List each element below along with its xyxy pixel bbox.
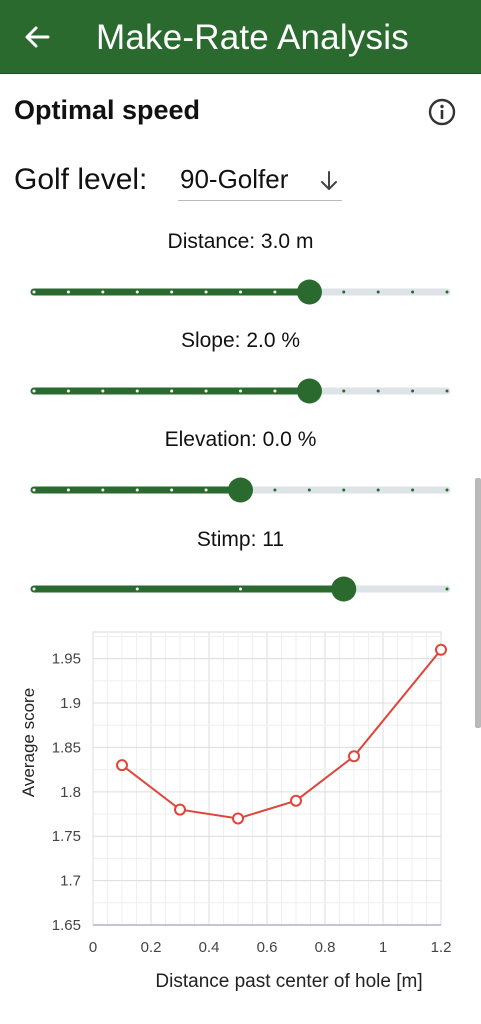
slider-tick [445, 488, 449, 492]
arrow-down-icon [321, 171, 337, 190]
x-tick-label: 0.6 [257, 939, 278, 956]
slider-tick [101, 290, 105, 294]
arrow-left-icon[interactable] [22, 22, 52, 52]
x-axis-label: Distance past center of hole [m] [155, 971, 422, 992]
slider-tick [445, 587, 449, 591]
distance-slider[interactable] [28, 277, 453, 307]
slider-tick [101, 389, 105, 393]
stimp-label: Stimp: 11 [196, 528, 285, 551]
slider-tick [376, 290, 380, 294]
slider-tick [445, 290, 449, 294]
slider-tick [135, 290, 139, 294]
slider-tick [411, 290, 415, 294]
elevation-label: Elevation: 0.0 % [164, 428, 317, 451]
slider-tick [204, 389, 208, 393]
x-tick-label: 1.2 [431, 939, 452, 956]
section-title: Optimal speed [14, 95, 201, 125]
slider-tick [135, 389, 139, 393]
slider-tick [342, 488, 346, 492]
slider-tick [170, 488, 174, 492]
x-tick-label: 0.8 [315, 939, 336, 956]
slider-tick [376, 488, 380, 492]
slider-tick [32, 290, 36, 294]
elevation-slider[interactable] [28, 475, 453, 505]
app-bar: Make-Rate Analysis [0, 0, 481, 74]
data-point [435, 643, 447, 656]
slider-tick [66, 290, 70, 294]
stimp-slider[interactable] [28, 574, 453, 604]
slider-tick [204, 488, 208, 492]
slider-thumb[interactable] [228, 477, 253, 503]
slider-tick [135, 488, 139, 492]
slider-thumb[interactable] [296, 279, 322, 305]
data-point [232, 812, 244, 825]
data-point [290, 794, 302, 807]
slider-tick [411, 488, 415, 492]
info-icon[interactable] [427, 97, 457, 127]
slider-tick [273, 488, 277, 492]
slider-tick [239, 389, 242, 393]
data-point [348, 750, 360, 763]
slider-tick [411, 389, 415, 393]
golf-level-label: Golf level: [14, 163, 148, 196]
slider-tick [66, 389, 70, 393]
slider-tick [32, 488, 36, 492]
slider-tick [32, 389, 36, 393]
slope-slider[interactable] [28, 376, 453, 406]
score-chart: 0 0.2 0.4 0.6 0.8 1 1.2 1.65 1.7 1.75 1.8 1.85 1.9 1.… [19, 631, 452, 992]
data-point [116, 759, 128, 772]
golf-level-value: 90-Golfer [180, 164, 289, 194]
slider-thumb[interactable] [331, 576, 357, 602]
slider-tick [273, 290, 277, 294]
data-point [174, 803, 186, 816]
x-tick-label: 0.2 [141, 939, 162, 956]
slider-tick [32, 587, 36, 591]
y-tick-label: 1.85 [52, 739, 81, 756]
series-line [121, 649, 442, 820]
slider-tick [135, 587, 139, 591]
golf-level-select[interactable]: 90-Golfer [178, 164, 342, 201]
slope-label: Slope: 2.0 % [180, 329, 301, 352]
slider-tick [376, 389, 380, 393]
slider-tick [101, 488, 105, 492]
y-tick-label: 1.75 [52, 828, 81, 845]
x-tick-label: 0.4 [199, 939, 220, 956]
slider-tick [204, 290, 208, 294]
y-tick-label: 1.95 [52, 651, 81, 668]
app-title: Make-Rate Analysis [96, 18, 409, 57]
y-tick-label: 1.9 [60, 695, 81, 712]
slider-tick [170, 290, 174, 294]
slider-tick [273, 389, 277, 393]
y-axis-label: Average score [19, 688, 38, 797]
slider-thumb[interactable] [296, 378, 322, 404]
x-tick-label: 1 [379, 939, 387, 956]
slider-tick [239, 290, 242, 294]
slider-tick [66, 488, 70, 492]
slider-tick [445, 389, 449, 393]
y-tick-label: 1.65 [52, 917, 81, 934]
slider-tick [307, 488, 311, 492]
y-tick-label: 1.7 [60, 873, 81, 890]
scrollbar[interactable] [475, 478, 481, 728]
slider-tick [342, 389, 346, 393]
slider-tick [170, 389, 174, 393]
y-tick-label: 1.8 [60, 784, 81, 801]
distance-label: Distance: 3.0 m [167, 230, 314, 253]
slider-tick [239, 587, 242, 591]
x-tick-label: 0 [89, 939, 97, 956]
slider-tick [342, 290, 346, 294]
